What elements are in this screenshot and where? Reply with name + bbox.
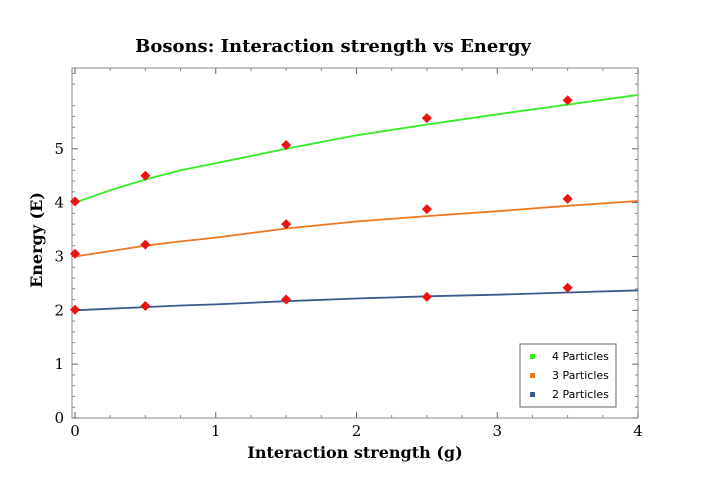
- y-tick-label: 2: [54, 301, 64, 319]
- legend-label: 3 Particles: [552, 369, 609, 382]
- legend-label: 4 Particles: [552, 350, 609, 363]
- series-line: [74, 94, 639, 204]
- x-tick-label: 2: [352, 422, 362, 440]
- legend-swatch: [530, 392, 535, 397]
- legend-box: [519, 343, 617, 408]
- data-point: [281, 294, 292, 305]
- y-tick-label: 5: [54, 140, 64, 158]
- data-point: [140, 170, 151, 181]
- plot-frame: [71, 67, 639, 419]
- x-tick-label: 1: [211, 422, 221, 440]
- y-tick-label: 0: [54, 409, 64, 427]
- data-point: [562, 193, 573, 204]
- data-point: [421, 113, 432, 124]
- data-point: [70, 248, 80, 259]
- legend-swatch: [530, 373, 535, 378]
- y-tick-label: 4: [54, 194, 64, 212]
- x-axis-label: Interaction strength (g): [247, 443, 462, 462]
- ticks-layer: 0 1 2 3 4 0 1 2 3 4 5: [54, 68, 643, 440]
- data-point: [562, 282, 573, 293]
- y-tick-label: 1: [54, 355, 64, 373]
- data-point: [70, 304, 80, 315]
- marker-layer: [70, 95, 573, 315]
- data-point: [562, 95, 573, 106]
- data-point: [70, 196, 80, 207]
- data-point: [140, 301, 151, 311]
- series-line: [74, 200, 639, 258]
- data-point: [421, 291, 432, 302]
- y-axis-label: Energy (E): [27, 192, 46, 288]
- x-tick-label: 0: [70, 422, 80, 440]
- x-tick-label: 4: [633, 422, 643, 440]
- data-point: [140, 239, 151, 250]
- y-tick-label: 3: [54, 247, 64, 265]
- data-point: [421, 204, 432, 215]
- series-layer: [74, 94, 639, 312]
- legend: 4 Particles 3 Particles 2 Particles: [519, 343, 617, 408]
- data-point: [281, 219, 292, 230]
- chart-title: Bosons: Interaction strength vs Energy: [135, 36, 531, 57]
- x-tick-label: 3: [492, 422, 502, 440]
- data-point: [281, 140, 292, 150]
- legend-swatch: [530, 354, 535, 359]
- series-line: [74, 289, 639, 312]
- legend-label: 2 Particles: [552, 388, 609, 401]
